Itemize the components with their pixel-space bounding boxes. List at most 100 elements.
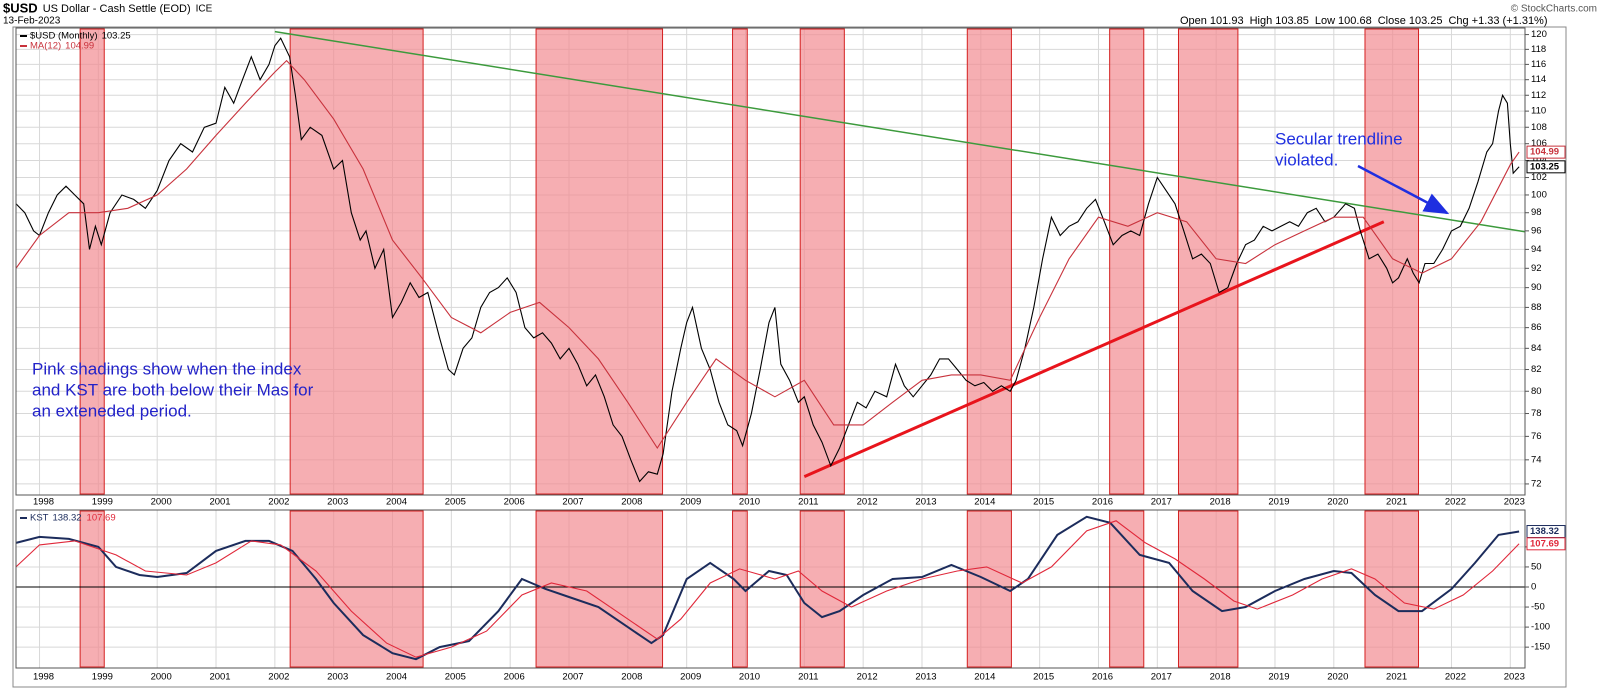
x-tick-label: 2011: [798, 497, 818, 508]
y-tick-label: 96: [1531, 225, 1542, 236]
x-tick-label: 2019: [1268, 497, 1289, 508]
x-tick-label: 1998: [33, 497, 54, 508]
x-tick-label: 2022: [1445, 497, 1466, 508]
legend-label: $USD (Monthly): [30, 31, 98, 42]
legend-value: 103.25: [102, 31, 131, 42]
quote-value: 101.93: [1210, 15, 1244, 27]
value-tag-box: [1526, 537, 1566, 551]
y-tick-label: 80: [1531, 386, 1542, 397]
quote-value: +1.33 (+1.31%): [1472, 15, 1548, 27]
legend-value: 138.32: [52, 513, 81, 524]
y-tick-label: 90: [1531, 282, 1542, 293]
shaded-period: [732, 28, 748, 495]
shaded-period: [799, 28, 845, 495]
x-tick-label: 2001: [209, 497, 230, 508]
y-tick-label: -50: [1531, 602, 1545, 613]
x-tick-label: 2002: [268, 497, 289, 508]
y-tick-label: -150: [1531, 642, 1550, 653]
shaded-period: [966, 28, 1012, 495]
x-tick-label: 2000: [151, 672, 172, 683]
date: 13-Feb-2023: [3, 16, 61, 27]
x-tick-label: 2013: [915, 497, 936, 508]
symbol: $USD: [3, 0, 38, 15]
series-line: [15, 59, 1520, 450]
y-tick-label: 98: [1531, 207, 1542, 218]
plot-area: [16, 28, 1525, 495]
x-tick-label: 2007: [562, 672, 583, 683]
x-tick-label: 2006: [504, 497, 525, 508]
y-tick-label: 118: [1531, 44, 1546, 55]
series-line: [15, 37, 1520, 483]
x-tick-label: 2020: [1327, 497, 1348, 508]
annotation: Secular trendline: [1275, 129, 1403, 148]
y-tick-label: 94: [1531, 244, 1542, 255]
annotation-arrow: [1357, 164, 1450, 215]
value-tag-box: [1526, 145, 1566, 159]
y-tick-label: 72: [1531, 478, 1542, 489]
shaded-period: [79, 28, 105, 495]
shaded-period: [289, 510, 424, 668]
value-tag: 103.25: [1530, 161, 1560, 172]
legend-value: 107.69: [87, 513, 116, 524]
x-tick-label: 2014: [974, 672, 995, 683]
plot-frame: [15, 509, 1526, 669]
trendline: [803, 220, 1385, 479]
shaded-period: [1177, 510, 1239, 668]
plot-area: [16, 510, 1525, 668]
x-tick-label: 2005: [445, 672, 466, 683]
quote-value: 103.25: [1409, 15, 1443, 27]
quote-value: 100.68: [1338, 15, 1372, 27]
y-tick-label: 0: [1531, 582, 1536, 593]
quote-value: 103.85: [1275, 15, 1309, 27]
y-tick-label: 100: [1531, 189, 1547, 200]
x-tick-label: 2011: [798, 672, 818, 683]
annotation: an exteneded period.: [32, 401, 192, 420]
y-tick-label: 86: [1531, 322, 1542, 333]
y-tick-label: 82: [1531, 364, 1542, 375]
plot-frame: [15, 27, 1526, 496]
x-tick-label: 2017: [1151, 672, 1172, 683]
y-tick-label: 102: [1531, 172, 1547, 183]
x-tick-label: 2022: [1445, 672, 1466, 683]
x-tick-label: 2021: [1386, 672, 1407, 683]
x-tick-label: 2009: [680, 497, 701, 508]
y-tick-label: 84: [1531, 343, 1542, 354]
y-tick-label: 76: [1531, 431, 1542, 442]
y-tick-label: 110: [1531, 106, 1546, 117]
y-tick-label: 88: [1531, 302, 1542, 313]
credit: © StockCharts.com: [1511, 4, 1597, 15]
x-tick-label: 2015: [1033, 497, 1054, 508]
x-tick-label: 2006: [504, 672, 525, 683]
quote-label: Low: [1315, 15, 1335, 27]
exchange: ICE: [196, 4, 213, 15]
annotation: Pink shadings show when the index: [32, 359, 302, 378]
y-tick-label: 112: [1531, 90, 1546, 101]
x-tick-label: 2001: [209, 672, 230, 683]
x-tick-label: 2008: [621, 497, 642, 508]
chart-border: [12, 26, 1567, 688]
value-tag: 104.99: [1530, 147, 1559, 158]
x-tick-label: 2018: [1210, 672, 1231, 683]
x-tick-label: 2003: [327, 497, 348, 508]
x-tick-label: 2004: [386, 497, 407, 508]
shaded-period: [799, 510, 845, 668]
shaded-period: [1364, 510, 1420, 668]
y-tick-label: 114: [1531, 74, 1546, 85]
shaded-period: [79, 510, 105, 668]
series-line: [15, 520, 1520, 658]
y-tick-label: 78: [1531, 408, 1542, 419]
x-tick-label: 1999: [92, 497, 113, 508]
annotation: and KST are both below their Mas for: [32, 380, 314, 399]
x-tick-label: 2017: [1151, 497, 1172, 508]
y-tick-label: -100: [1531, 622, 1550, 633]
x-tick-label: 2020: [1327, 672, 1348, 683]
annotation: violated.: [1275, 150, 1338, 169]
quote-label: Open: [1180, 15, 1207, 27]
y-tick-label: 50: [1531, 561, 1542, 572]
shaded-period: [1109, 28, 1145, 495]
x-tick-label: 2010: [739, 672, 760, 683]
value-tag-box: [1526, 160, 1566, 174]
x-tick-label: 2014: [974, 497, 995, 508]
shaded-period: [289, 28, 424, 495]
y-tick-label: 116: [1531, 59, 1546, 70]
